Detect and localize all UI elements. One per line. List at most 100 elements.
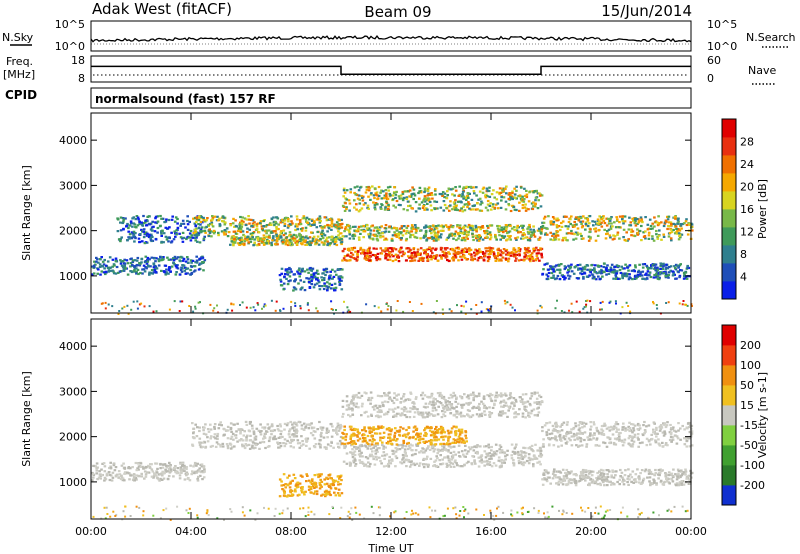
echo-cell [248, 430, 252, 433]
echo-cell [296, 240, 299, 243]
echo-cell [375, 247, 378, 250]
echo-cell [556, 217, 559, 220]
echo-cell [218, 224, 222, 227]
echo-cell [422, 236, 425, 239]
echo-cell [436, 233, 439, 236]
echo-cell [500, 234, 504, 237]
echo-cell [280, 236, 283, 239]
echo-cell [317, 243, 321, 246]
echo-cell [356, 250, 360, 253]
echo-cell [213, 433, 217, 436]
echo-cell [407, 247, 411, 250]
echo-cell [302, 491, 305, 494]
echo-cell [118, 270, 122, 273]
echo-cell [126, 262, 130, 265]
echo-cell [519, 461, 523, 464]
echo-cell [325, 267, 328, 270]
echo-cell [363, 251, 367, 255]
echo-cell [195, 234, 199, 237]
echo-cell [633, 234, 637, 238]
echo-cell [288, 428, 292, 431]
echo-cell [589, 268, 592, 271]
echo-cell [537, 449, 540, 452]
echo-cell [135, 215, 139, 218]
echo-cell [295, 435, 299, 438]
echo-cell [350, 251, 353, 255]
echo-cell [142, 214, 145, 218]
echo-cell [467, 223, 471, 227]
echo-cell [266, 238, 269, 241]
echo-cell [437, 448, 440, 451]
echo-cell [495, 238, 498, 241]
noise-speck [686, 304, 689, 307]
echo-cell [513, 187, 516, 190]
echo-cell [367, 461, 370, 464]
echo-cell [437, 450, 441, 453]
echo-cell [385, 192, 388, 195]
echo-cell [594, 239, 598, 242]
echo-cell [680, 233, 684, 236]
echo-cell [520, 258, 523, 261]
echo-cell [188, 220, 191, 223]
echo-cell [136, 268, 140, 271]
echo-cell [186, 477, 190, 480]
echo-cell [156, 477, 159, 480]
noise-speck [123, 305, 126, 308]
echo-cell [519, 231, 522, 234]
echo-cell [395, 456, 399, 460]
echo-cell [239, 439, 242, 442]
echo-cell [344, 227, 347, 230]
echo-cell [238, 243, 241, 246]
echo-cell [125, 224, 129, 227]
echo-cell [281, 218, 284, 221]
echo-cell [413, 194, 417, 197]
echo-cell [135, 270, 138, 273]
echo-cell [686, 264, 689, 268]
echo-cell [226, 235, 230, 238]
echo-cell [137, 465, 141, 468]
echo-cell [334, 237, 338, 240]
echo-cell [190, 271, 194, 275]
echo-cell [198, 426, 201, 429]
echo-cell [478, 237, 482, 240]
echo-cell [482, 252, 485, 255]
echo-cell [165, 238, 169, 241]
noise-speck [585, 303, 588, 306]
echo-cell [190, 473, 193, 476]
echo-cell [641, 266, 645, 269]
echo-cell [343, 191, 347, 194]
echo-cell [218, 423, 221, 426]
echo-cell [351, 248, 354, 251]
echo-cell [443, 251, 446, 254]
echo-cell [447, 228, 451, 231]
echo-cell [424, 229, 428, 232]
echo-cell [271, 429, 274, 432]
echo-cell [169, 258, 172, 261]
echo-cell [383, 231, 386, 234]
echo-cell [298, 221, 302, 224]
echo-cell [397, 203, 401, 206]
echo-cell [411, 186, 414, 189]
echo-cell [500, 228, 504, 231]
echo-cell [459, 255, 462, 258]
echo-cell [371, 450, 374, 453]
noise-speck [373, 305, 376, 308]
echo-cell [182, 264, 186, 267]
echo-cell [446, 456, 450, 459]
echo-cell [300, 242, 303, 245]
echo-cell [292, 435, 296, 438]
echo-cell [354, 459, 357, 462]
echo-cell [426, 194, 429, 197]
echo-cell [614, 277, 618, 280]
echo-cell [209, 423, 212, 426]
echo-cell [114, 260, 118, 263]
echo-cell [446, 247, 449, 250]
echo-cell [195, 236, 198, 239]
noise-speck [487, 309, 490, 312]
echo-cell [494, 203, 498, 206]
echo-cell [418, 464, 421, 467]
echo-cell [674, 217, 677, 220]
echo-cell [336, 480, 340, 483]
echo-cell [658, 276, 661, 279]
echo-cell [441, 191, 445, 194]
